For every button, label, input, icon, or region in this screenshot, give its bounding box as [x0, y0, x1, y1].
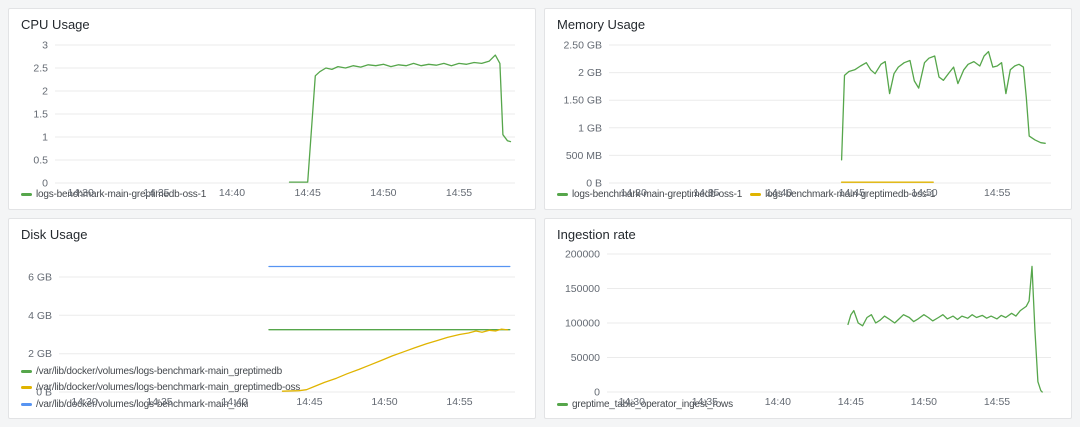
- svg-text:14:55: 14:55: [984, 396, 1010, 408]
- chart-svg: 0 50000 100000 150000 200000 14:30 14:35 14:40 1…: [565, 249, 1051, 408]
- disk-usage-chart[interactable]: 0 B 2 GB 4 GB 6 GB 14:30 14:35 14:40 14:45 14:50…: [19, 248, 525, 408]
- svg-text:14:35: 14:35: [143, 187, 169, 199]
- svg-text:14:45: 14:45: [839, 187, 865, 199]
- svg-text:14:50: 14:50: [370, 187, 396, 199]
- svg-text:1.50 GB: 1.50 GB: [563, 94, 602, 106]
- svg-text:14:40: 14:40: [766, 187, 792, 199]
- svg-text:14:30: 14:30: [68, 187, 94, 199]
- svg-text:2: 2: [42, 85, 48, 97]
- svg-text:4 GB: 4 GB: [28, 310, 52, 322]
- legend-label: /var/lib/docker/volumes/logs-benchmark-m…: [36, 398, 249, 410]
- panel-title-cpu-usage[interactable]: CPU Usage: [21, 17, 90, 32]
- svg-text:14:50: 14:50: [911, 187, 937, 199]
- svg-text:1 GB: 1 GB: [578, 122, 602, 134]
- chart-svg: 0 0.5 1 1.5 2 2.5 3 14:30 14:35 14:40 14:45 14:50 14…: [33, 39, 515, 199]
- svg-text:14:50: 14:50: [911, 396, 937, 408]
- svg-text:6 GB: 6 GB: [28, 272, 52, 284]
- svg-text:50000: 50000: [571, 352, 600, 364]
- svg-text:1: 1: [42, 131, 48, 143]
- svg-text:14:40: 14:40: [219, 187, 245, 199]
- legend-label: /var/lib/docker/volumes/logs-benchmark-m…: [36, 365, 282, 377]
- svg-text:14:30: 14:30: [619, 396, 645, 408]
- series-color-mark: [557, 402, 568, 406]
- svg-text:0: 0: [42, 177, 48, 189]
- legend-label: greptime_table_operator_ingest_rows: [572, 398, 733, 410]
- panel-title-memory-usage[interactable]: Memory Usage: [557, 17, 646, 32]
- chart-svg: 0 B 2 GB 4 GB 6 GB 14:30 14:35 14:40 14:45 14:50…: [28, 265, 515, 408]
- svg-text:14:40: 14:40: [765, 396, 791, 408]
- svg-text:14:40: 14:40: [221, 396, 247, 408]
- svg-text:0 B: 0 B: [586, 177, 602, 189]
- svg-text:14:55: 14:55: [446, 396, 472, 408]
- panel-disk-usage: Disk Usage 0 B 2 GB 4 GB 6 GB 14:30 14:35 14:4…: [8, 217, 536, 419]
- legend-label: logs-benchmark-main-greptimedb-oss-1: [765, 189, 936, 200]
- svg-text:100000: 100000: [565, 318, 600, 330]
- legend-label: logs-benchmark-main-greptimedb-oss-1: [36, 189, 207, 200]
- svg-text:14:35: 14:35: [692, 396, 718, 408]
- svg-text:0: 0: [594, 387, 600, 399]
- legend-item[interactable]: logs-benchmark-main-greptimedb-oss-1: [21, 187, 206, 203]
- cpu-usage-legend: logs-benchmark-main-greptimedb-oss-1: [19, 184, 525, 203]
- cpu-usage-chart[interactable]: 0 0.5 1 1.5 2 2.5 3 14:30 14:35 14:40 14:45 14:50 14…: [19, 39, 525, 199]
- legend-item[interactable]: /var/lib/docker/volumes/logs-benchmark-m…: [21, 364, 282, 380]
- series-color-mark: [750, 193, 762, 197]
- svg-text:2.5: 2.5: [33, 62, 48, 74]
- svg-text:14:30: 14:30: [71, 396, 97, 408]
- legend-item[interactable]: greptime_table_operator_ingest_rows: [557, 397, 733, 413]
- panel-cpu-usage: CPU Usage 0 0.5 1 1.5 2 2.5 3 14:30 14:35 14:40 14…: [8, 8, 536, 210]
- svg-text:14:50: 14:50: [371, 396, 397, 408]
- legend-item[interactable]: logs-benchmark-main-greptimedb-oss-1: [750, 187, 935, 203]
- svg-text:150000: 150000: [565, 283, 600, 295]
- svg-text:14:55: 14:55: [984, 187, 1010, 199]
- svg-text:0 B: 0 B: [36, 387, 52, 399]
- legend-item[interactable]: logs-benchmark-main-greptimedb-oss-1: [557, 187, 742, 203]
- svg-text:14:55: 14:55: [446, 187, 472, 199]
- memory-usage-legend: logs-benchmark-main-greptimedb-oss-1 logs…: [555, 184, 1061, 203]
- svg-text:14:45: 14:45: [838, 396, 864, 408]
- svg-text:1.5: 1.5: [33, 108, 48, 120]
- series-color-mark: [21, 386, 32, 390]
- panel-title-ingestion-rate[interactable]: Ingestion rate: [557, 226, 636, 242]
- disk-usage-legend: /var/lib/docker/volumes/logs-benchmark-m…: [19, 361, 525, 413]
- ingestion-rate-chart[interactable]: 0 50000 100000 150000 200000 14:30 14:35 14:40 1…: [555, 248, 1061, 408]
- series-color-mark: [557, 193, 568, 197]
- memory-usage-chart[interactable]: 0 B 500 MB 1 GB 1.50 GB 2 GB 2.50 GB 14:30 14:3…: [555, 39, 1061, 199]
- series-color-mark: [21, 369, 32, 373]
- chart-svg: 0 B 500 MB 1 GB 1.50 GB 2 GB 2.50 GB 14:30 14:3…: [563, 39, 1051, 199]
- svg-text:200000: 200000: [565, 249, 600, 261]
- panel-ingestion-rate: Ingestion rate 0 50000 100000 150000 200000 1…: [544, 217, 1072, 419]
- svg-text:14:35: 14:35: [693, 187, 719, 199]
- panel-title-disk-usage[interactable]: Disk Usage: [21, 226, 88, 242]
- legend-label: logs-benchmark-main-greptimedb-oss-1: [572, 189, 743, 200]
- legend-label: /var/lib/docker/volumes/logs-benchmark-m…: [36, 382, 301, 393]
- svg-text:14:35: 14:35: [146, 396, 172, 408]
- legend-item[interactable]: /var/lib/docker/volumes/logs-benchmark-m…: [21, 397, 248, 413]
- series-color-mark: [21, 193, 32, 197]
- svg-text:14:45: 14:45: [295, 187, 321, 199]
- svg-text:14:45: 14:45: [296, 396, 322, 408]
- svg-text:3: 3: [42, 39, 48, 51]
- panel-memory-usage: Memory Usage 0 B 500 MB 1 GB 1.50 GB 2 GB 2.5…: [544, 8, 1072, 210]
- svg-text:500 MB: 500 MB: [566, 149, 602, 161]
- svg-text:14:30: 14:30: [621, 187, 647, 199]
- legend-item[interactable]: /var/lib/docker/volumes/logs-benchmark-m…: [21, 380, 300, 396]
- svg-text:2 GB: 2 GB: [28, 348, 52, 360]
- svg-text:0.5: 0.5: [33, 154, 48, 166]
- svg-text:2.50 GB: 2.50 GB: [563, 39, 602, 51]
- series-color-mark: [21, 402, 32, 406]
- svg-text:2 GB: 2 GB: [578, 67, 602, 79]
- ingestion-rate-legend: greptime_table_operator_ingest_rows: [555, 394, 1061, 413]
